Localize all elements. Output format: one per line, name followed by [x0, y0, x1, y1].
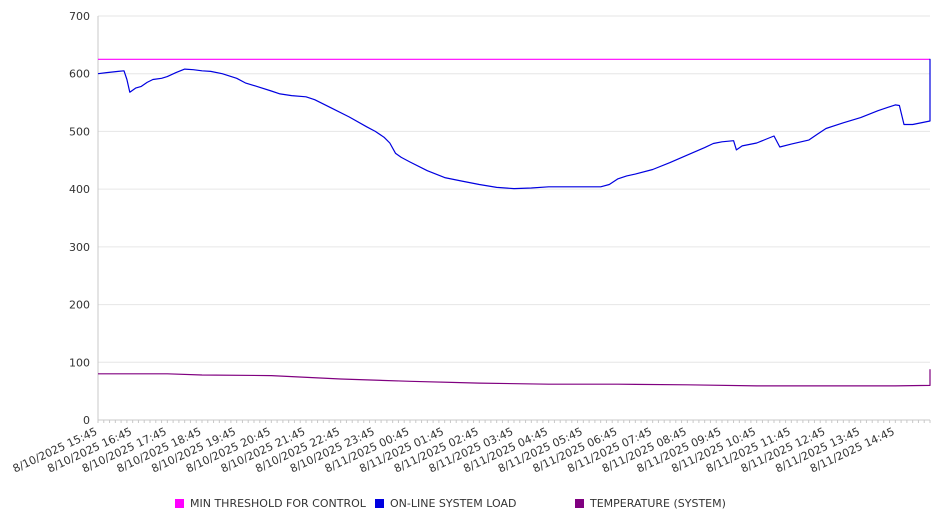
- legend-item-temperature[interactable]: TEMPERATURE (SYSTEM): [575, 497, 726, 510]
- legend-label: ON-LINE SYSTEM LOAD: [390, 497, 517, 510]
- y-tick-label: 200: [69, 299, 90, 312]
- legend-swatch: [375, 499, 384, 508]
- series-line-on-line-system-load: [97, 58, 931, 190]
- y-tick-label: 0: [83, 414, 90, 427]
- y-tick-label: 500: [69, 125, 90, 138]
- legend-label: MIN THRESHOLD FOR CONTROL: [190, 497, 366, 510]
- legend-item-min-threshold[interactable]: MIN THRESHOLD FOR CONTROL: [175, 497, 366, 510]
- legend: MIN THRESHOLD FOR CONTROL ON-LINE SYSTEM…: [0, 497, 946, 515]
- y-tick-label: 600: [69, 68, 90, 81]
- y-tick-label: 700: [69, 10, 90, 23]
- gridlines: [98, 15, 930, 421]
- y-tick-label: 300: [69, 241, 90, 254]
- series-line-temperature-system: [98, 369, 931, 387]
- legend-item-system-load[interactable]: ON-LINE SYSTEM LOAD: [375, 497, 516, 510]
- y-tick-label: 100: [69, 356, 90, 369]
- plot-series: [97, 58, 931, 387]
- x-axis: 8/10/2025 15:458/10/2025 16:458/10/2025 …: [11, 419, 931, 475]
- legend-swatch: [175, 499, 184, 508]
- legend-swatch: [575, 499, 584, 508]
- y-tick-label: 400: [69, 183, 90, 196]
- y-axis: 0 100 200 300 400 500 600 700: [69, 10, 99, 427]
- legend-label: TEMPERATURE (SYSTEM): [590, 497, 726, 510]
